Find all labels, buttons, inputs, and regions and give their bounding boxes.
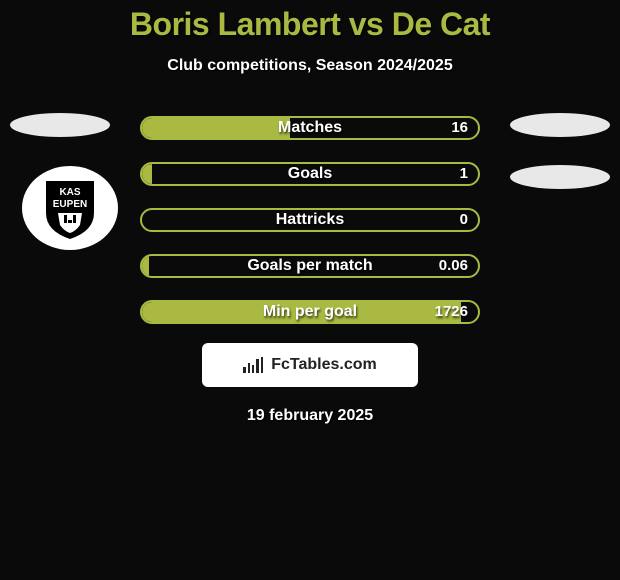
player-photo-placeholder-right-2	[510, 165, 610, 189]
stat-row: Matches 16	[140, 113, 480, 143]
stat-value: 1726	[435, 297, 468, 327]
player-photo-placeholder-right-1	[510, 113, 610, 137]
brand-text: FcTables.com	[271, 356, 377, 374]
stat-row: Min per goal 1726	[140, 297, 480, 327]
stat-value: 0.06	[439, 251, 468, 281]
svg-text:KAS: KAS	[59, 187, 80, 198]
stat-row: Goals 1	[140, 159, 480, 189]
stat-value: 16	[451, 113, 468, 143]
stat-label: Matches	[140, 113, 480, 143]
stat-bars: Matches 16 Goals 1 Hattricks 0 Goals per…	[140, 113, 480, 327]
team-logo-left: KAS EUPEN	[20, 165, 120, 251]
stat-label: Goals	[140, 159, 480, 189]
stat-value: 1	[460, 159, 468, 189]
stat-label: Min per goal	[140, 297, 480, 327]
stat-label: Hattricks	[140, 205, 480, 235]
comparison-panel: KAS EUPEN Matches 16 Goals 1 H	[0, 113, 620, 425]
stat-row: Hattricks 0	[140, 205, 480, 235]
stat-row: Goals per match 0.06	[140, 251, 480, 281]
comparison-title: Boris Lambert vs De Cat	[0, 0, 620, 43]
brand-badge[interactable]: FcTables.com	[202, 343, 418, 387]
season-subtitle: Club competitions, Season 2024/2025	[0, 57, 620, 75]
player-photo-placeholder-left	[10, 113, 110, 137]
svg-text:EUPEN: EUPEN	[53, 199, 87, 210]
stat-label: Goals per match	[140, 251, 480, 281]
stat-value: 0	[460, 205, 468, 235]
bar-chart-icon	[243, 357, 263, 373]
snapshot-date: 19 february 2025	[10, 407, 610, 425]
